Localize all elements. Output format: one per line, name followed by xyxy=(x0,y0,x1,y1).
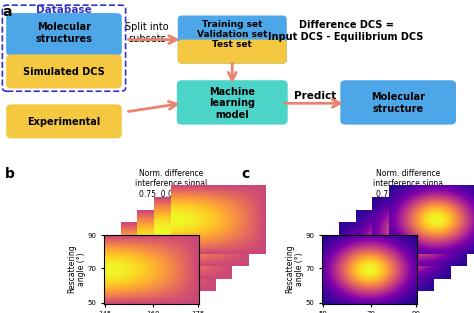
Text: Norm. difference
interference signal: Norm. difference interference signal xyxy=(135,169,207,188)
FancyBboxPatch shape xyxy=(6,54,122,89)
Text: Database: Database xyxy=(36,5,92,15)
FancyBboxPatch shape xyxy=(177,80,288,125)
FancyBboxPatch shape xyxy=(6,104,122,138)
Text: Norm. difference
interference signa: Norm. difference interference signa xyxy=(373,169,443,188)
Text: 0.75  0.00  -0.75: 0.75 0.00 -0.75 xyxy=(376,190,439,199)
Text: Predict: Predict xyxy=(294,91,337,101)
Text: c: c xyxy=(242,167,250,181)
FancyBboxPatch shape xyxy=(178,16,287,64)
FancyBboxPatch shape xyxy=(340,80,456,125)
Text: b: b xyxy=(5,167,15,181)
Y-axis label: Rescattering
angle (°): Rescattering angle (°) xyxy=(285,245,304,294)
FancyBboxPatch shape xyxy=(178,40,287,64)
Text: Difference DCS =
Input DCS - Equilibrium DCS: Difference DCS = Input DCS - Equilibrium… xyxy=(268,20,424,42)
Text: a: a xyxy=(2,5,12,19)
Text: Experimental: Experimental xyxy=(27,116,100,126)
Text: Molecular
structure: Molecular structure xyxy=(371,92,425,114)
Y-axis label: Rescattering
angle (°): Rescattering angle (°) xyxy=(67,245,86,294)
Text: Training set
Validation set
Test set: Training set Validation set Test set xyxy=(197,19,267,49)
Text: Simulated DCS: Simulated DCS xyxy=(23,67,105,77)
FancyBboxPatch shape xyxy=(6,13,122,56)
Text: Machine
learning
model: Machine learning model xyxy=(209,87,255,120)
Text: Molecular
structures: Molecular structures xyxy=(36,22,92,44)
Text: 0.75  0.00  -0.75: 0.75 0.00 -0.75 xyxy=(139,190,202,199)
Text: Split into
subsets: Split into subsets xyxy=(125,22,169,44)
